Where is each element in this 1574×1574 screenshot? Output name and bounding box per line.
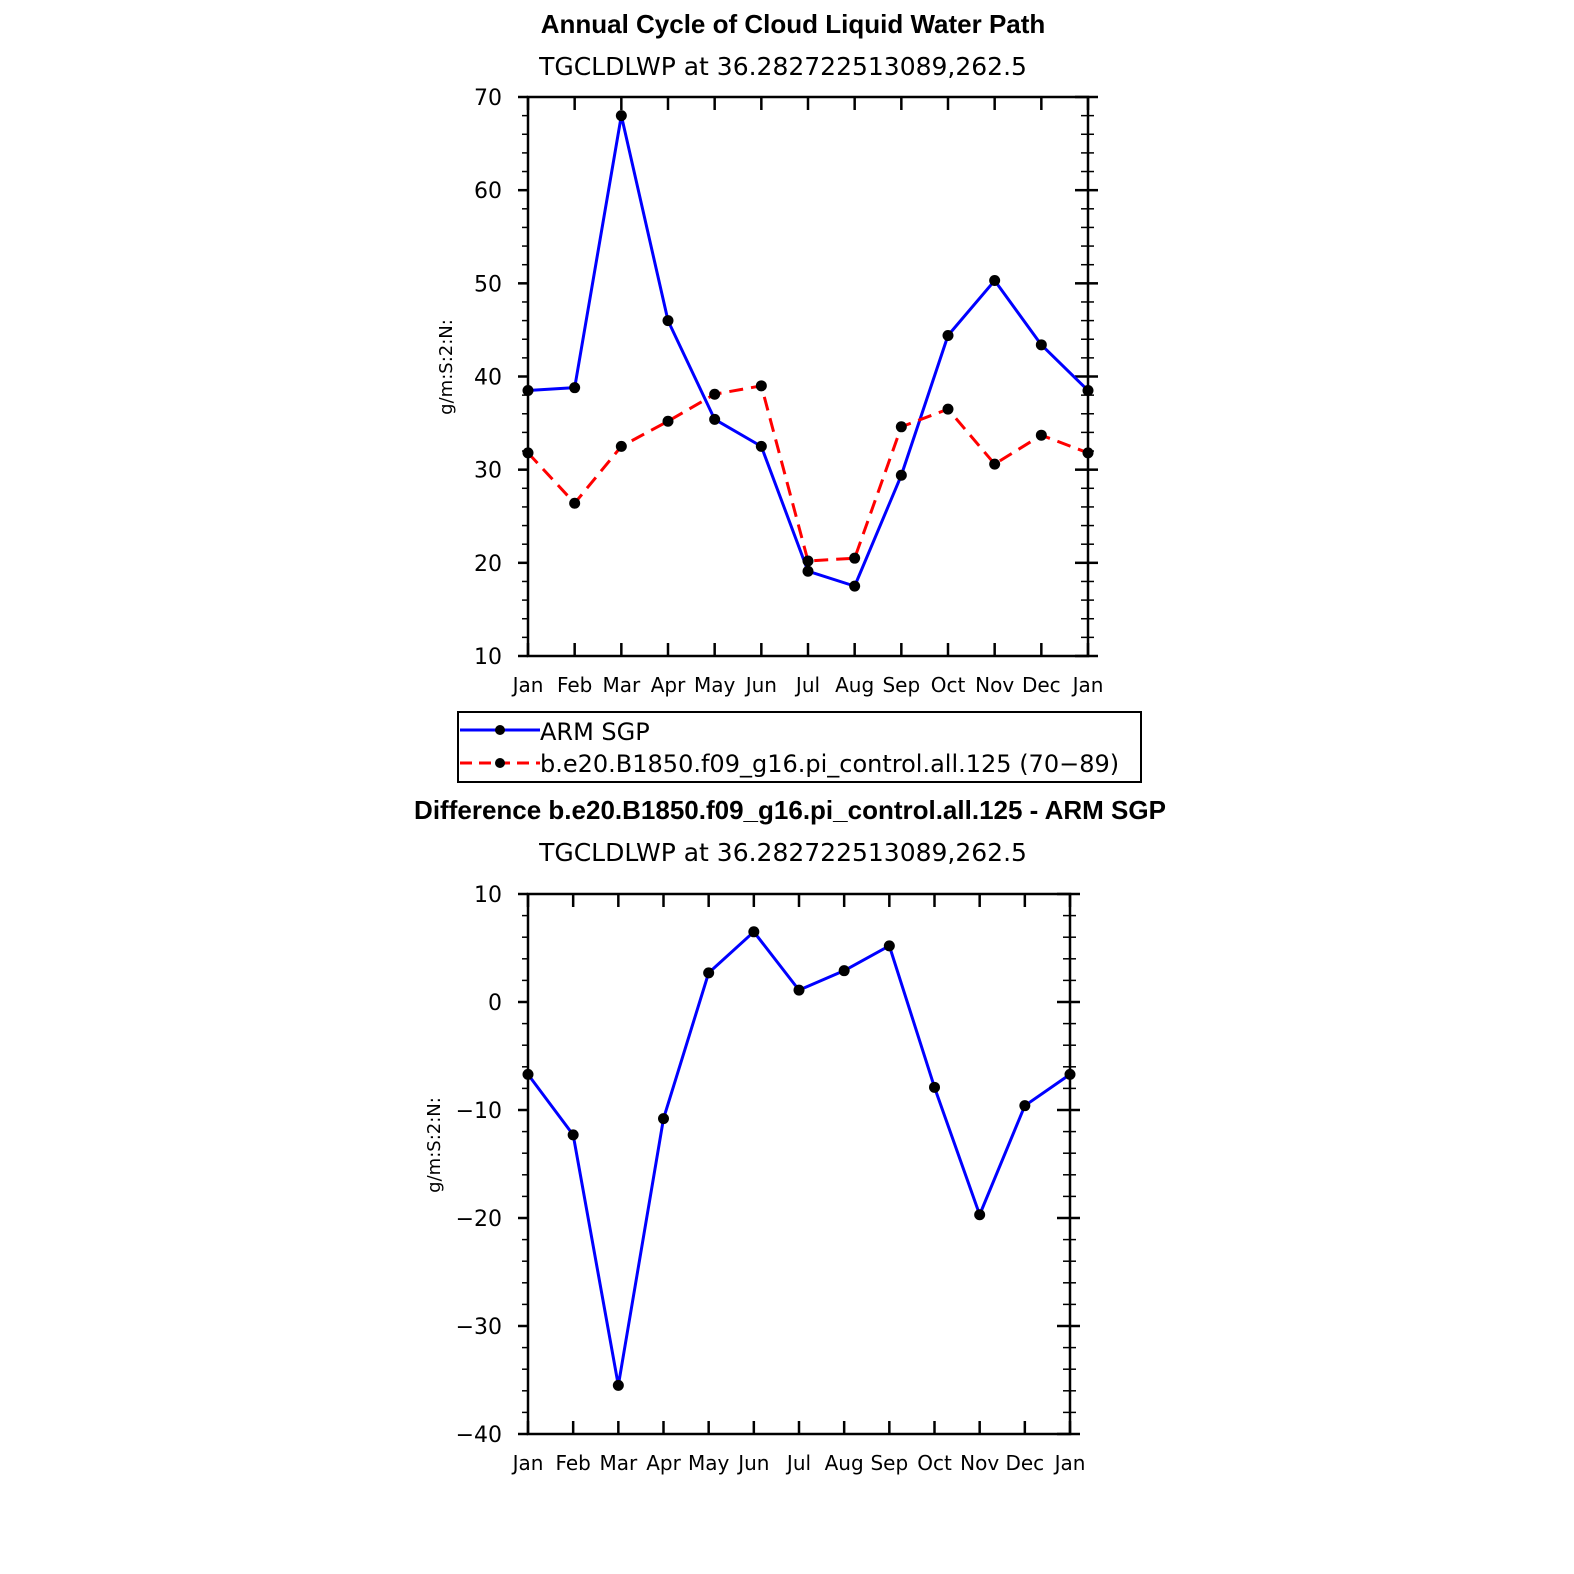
y-tick-label: 0	[488, 991, 502, 1016]
data-point	[709, 413, 721, 425]
x-tick-label: Oct	[931, 673, 966, 697]
x-tick-label: Nov	[960, 1451, 999, 1475]
y-tick-label: −40	[456, 1423, 502, 1448]
data-point	[1082, 384, 1094, 396]
series-line	[526, 930, 1071, 1387]
x-tick-label: Apr	[651, 673, 686, 697]
x-tick-label: Feb	[557, 673, 592, 697]
x-tick-label: Mar	[599, 1451, 638, 1475]
data-point	[942, 330, 954, 342]
x-tick-label: Nov	[975, 673, 1014, 697]
annual-cycle-chart: Annual Cycle of Cloud Liquid Water Path …	[436, 9, 1103, 697]
data-point	[569, 497, 581, 509]
x-tick-label: Sep	[882, 673, 920, 697]
legend-label-arm-sgp: ARM SGP	[540, 718, 650, 746]
chart-subtitle: TGCLDLWP at 36.282722513089,262.5	[538, 838, 1027, 867]
data-point	[569, 382, 581, 394]
data-point	[802, 565, 814, 577]
data-point	[989, 458, 1001, 470]
data-point	[849, 580, 861, 592]
data-point	[1035, 429, 1047, 441]
data-point	[974, 1209, 986, 1221]
x-tick-label: Mar	[602, 673, 641, 697]
x-tick-label: Jan	[511, 673, 544, 697]
data-point	[755, 440, 767, 452]
y-tick-label: −30	[456, 1315, 502, 1340]
data-point	[615, 110, 627, 122]
x-tick-label: Dec	[1005, 1451, 1044, 1475]
data-point	[567, 1129, 579, 1141]
legend-box	[457, 711, 1142, 783]
x-tick-label: Apr	[646, 1451, 681, 1475]
x-tick-label: Dec	[1022, 673, 1061, 697]
legend-marker-arm-sgp	[495, 725, 505, 735]
y-tick-label: 60	[474, 179, 502, 204]
data-point	[703, 967, 715, 979]
x-tick-label: Aug	[825, 1451, 864, 1475]
data-point	[612, 1379, 624, 1391]
difference-chart: Difference b.e20.B1850.f09_g16.pi_contro…	[414, 795, 1166, 1475]
data-point	[1019, 1100, 1031, 1112]
legend-label-model: b.e20.B1850.f09_g16.pi_control.all.125 (…	[540, 750, 1119, 778]
data-point	[748, 926, 760, 938]
y-tick-label: −10	[456, 1099, 502, 1124]
data-point	[838, 965, 850, 977]
x-tick-label: May	[694, 673, 736, 697]
x-tick-label: Oct	[917, 1451, 952, 1475]
chart-title: Difference b.e20.B1850.f09_g16.pi_contro…	[414, 795, 1166, 825]
x-tick-label: Aug	[835, 673, 874, 697]
data-point	[1082, 447, 1094, 459]
x-tick-label: Jul	[785, 1451, 811, 1475]
y-tick-label: 40	[474, 366, 502, 391]
legend-marker-model	[495, 758, 505, 768]
y-tick-label: −20	[456, 1207, 502, 1232]
data-point	[802, 555, 814, 567]
legend: ARM SGP b.e20.B1850.f09_g16.pi_control.a…	[457, 711, 1142, 783]
data-point	[662, 415, 674, 427]
y-tick-label: 30	[474, 459, 502, 484]
y-tick-label: 10	[474, 883, 502, 908]
data-point	[755, 380, 767, 392]
x-tick-label: Jun	[744, 673, 777, 697]
x-tick-label: Feb	[555, 1451, 590, 1475]
y-tick-label: 50	[474, 272, 502, 297]
data-point	[793, 984, 805, 996]
series-line	[526, 384, 1089, 563]
plot-frame	[526, 892, 1072, 1436]
data-point	[1035, 339, 1047, 351]
data-point	[1064, 1068, 1076, 1080]
data-point	[709, 388, 721, 400]
data-point	[658, 1113, 669, 1125]
data-point	[883, 940, 895, 952]
y-axis-label: g/m:S:2:N:	[424, 1097, 445, 1193]
data-point	[522, 1068, 534, 1080]
x-tick-label: Sep	[870, 1451, 908, 1475]
x-tick-label: Jun	[736, 1451, 769, 1475]
data-point	[849, 552, 861, 564]
x-tick-label: Jan	[1071, 673, 1104, 697]
data-point	[895, 421, 907, 433]
x-tick-label: Jan	[511, 1451, 544, 1475]
data-point	[662, 315, 674, 327]
x-tick-label: May	[688, 1451, 730, 1475]
x-tick-label: Jul	[794, 673, 820, 697]
y-tick-label: 10	[474, 645, 502, 670]
chart-title: Annual Cycle of Cloud Liquid Water Path	[541, 9, 1046, 39]
series-line	[527, 114, 1090, 588]
data-point	[522, 447, 534, 459]
data-point	[942, 403, 954, 415]
chart-subtitle: TGCLDLWP at 36.282722513089,262.5	[538, 52, 1027, 81]
data-point	[989, 275, 1001, 287]
data-point	[522, 384, 534, 396]
y-tick-label: 20	[474, 552, 502, 577]
data-point	[895, 469, 907, 481]
data-point	[615, 440, 627, 452]
y-axis-label: g/m:S:2:N:	[436, 319, 457, 415]
y-tick-label: 70	[474, 86, 502, 111]
x-tick-label: Jan	[1053, 1451, 1086, 1475]
data-point	[929, 1081, 940, 1093]
